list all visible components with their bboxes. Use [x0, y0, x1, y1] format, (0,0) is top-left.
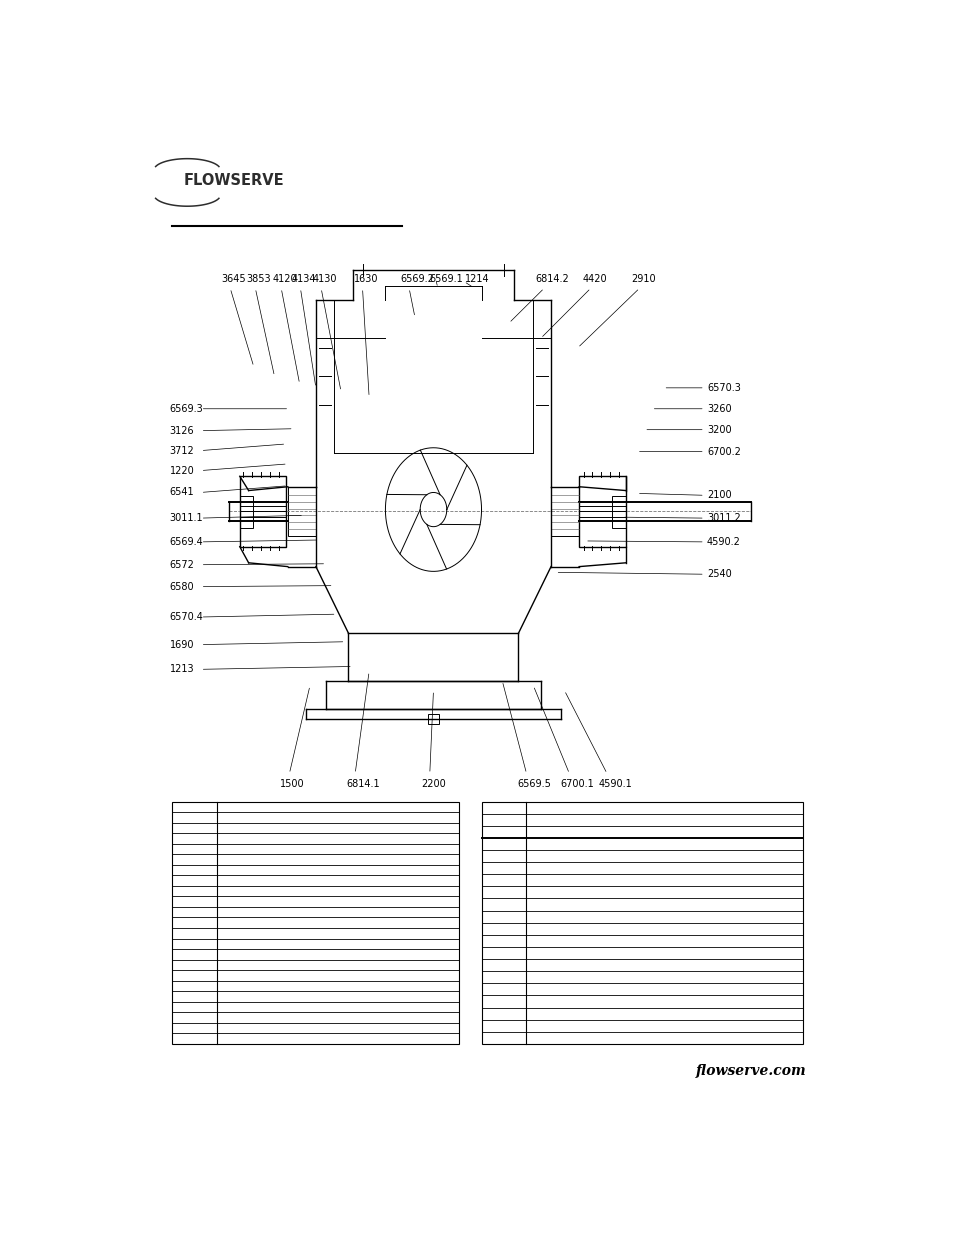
Text: 3011.1: 3011.1 [170, 513, 203, 524]
Text: 3011.2: 3011.2 [706, 513, 740, 524]
Text: 1214: 1214 [465, 274, 490, 284]
Text: 1213: 1213 [170, 664, 194, 674]
Text: 1500: 1500 [280, 779, 305, 789]
Text: 6569.5: 6569.5 [517, 779, 551, 789]
Text: 6570.3: 6570.3 [706, 383, 740, 393]
Bar [578, 477, 625, 547]
Text: 4134: 4134 [292, 274, 315, 284]
Text: 4420: 4420 [581, 274, 606, 284]
Text: FLOWSERVE: FLOWSERVE [183, 173, 284, 188]
Text: 4120: 4120 [272, 274, 296, 284]
Text: 3260: 3260 [706, 404, 731, 414]
Text: 2100: 2100 [706, 490, 731, 500]
Text: 6570.4: 6570.4 [170, 613, 203, 622]
Text: 3645: 3645 [221, 274, 246, 284]
Text: 2200: 2200 [420, 779, 445, 789]
Text: 3126: 3126 [170, 426, 194, 436]
Text: 1220: 1220 [170, 466, 194, 475]
Text: 1630: 1630 [354, 274, 377, 284]
Text: 6814.1: 6814.1 [346, 779, 379, 789]
Text: 4590.1: 4590.1 [598, 779, 632, 789]
Text: 6700.2: 6700.2 [706, 447, 740, 457]
Bar [481, 802, 802, 1044]
Text: 6700.1: 6700.1 [560, 779, 594, 789]
Text: 6814.2: 6814.2 [535, 274, 569, 284]
Bar [612, 496, 625, 527]
Text: 6572: 6572 [170, 559, 194, 569]
Text: 2910: 2910 [630, 274, 655, 284]
Text: 6569.1: 6569.1 [429, 274, 462, 284]
Bar [288, 487, 315, 536]
Text: flowserve.com: flowserve.com [696, 1065, 806, 1078]
Text: 4590.2: 4590.2 [706, 537, 740, 547]
Text: 6569.4: 6569.4 [170, 537, 203, 547]
Text: 6541: 6541 [170, 488, 194, 498]
Text: 2540: 2540 [706, 569, 731, 579]
Text: 3853: 3853 [246, 274, 271, 284]
Bar [172, 802, 459, 1044]
Text: 3200: 3200 [706, 425, 731, 435]
Bar [239, 496, 253, 527]
Text: 3712: 3712 [170, 446, 194, 456]
Bar [428, 714, 438, 724]
Text: 6569.3: 6569.3 [170, 404, 203, 414]
Bar [239, 477, 286, 547]
Bar [551, 487, 578, 536]
Text: 6580: 6580 [170, 582, 194, 592]
Text: 6569.2: 6569.2 [400, 274, 434, 284]
Text: 1690: 1690 [170, 640, 193, 650]
Text: 4130: 4130 [312, 274, 336, 284]
